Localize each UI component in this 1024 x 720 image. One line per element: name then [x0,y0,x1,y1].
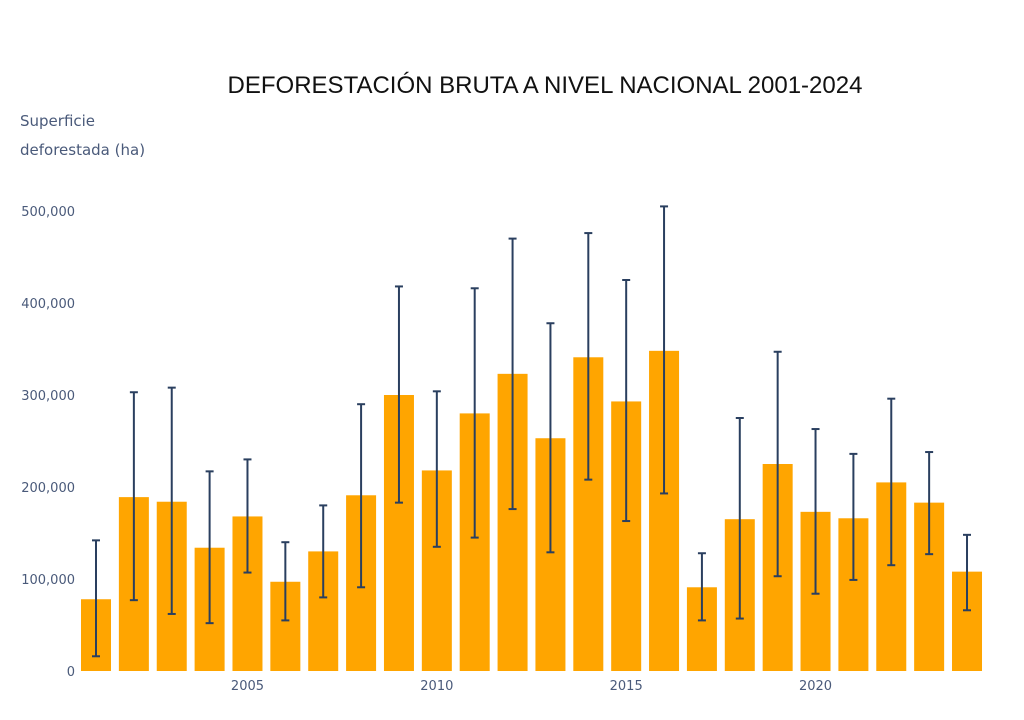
y-tick-label: 100,000 [21,573,75,588]
x-tick-label: 2020 [799,679,832,694]
y-axis-label-line2: deforestada (ha) [20,141,146,159]
y-tick-label: 500,000 [21,205,75,220]
y-tick-label: 200,000 [21,481,75,496]
y-tick-label: 400,000 [21,297,75,312]
y-tick-label: 0 [67,665,75,680]
x-tick-label: 2005 [231,679,264,694]
y-tick-label: 300,000 [21,389,75,404]
x-tick-label: 2015 [610,679,643,694]
chart-title: DEFORESTACIÓN BRUTA A NIVEL NACIONAL 200… [227,72,863,99]
x-tick-label: 2010 [420,679,453,694]
y-axis-label-line1: Superficie [20,112,96,130]
